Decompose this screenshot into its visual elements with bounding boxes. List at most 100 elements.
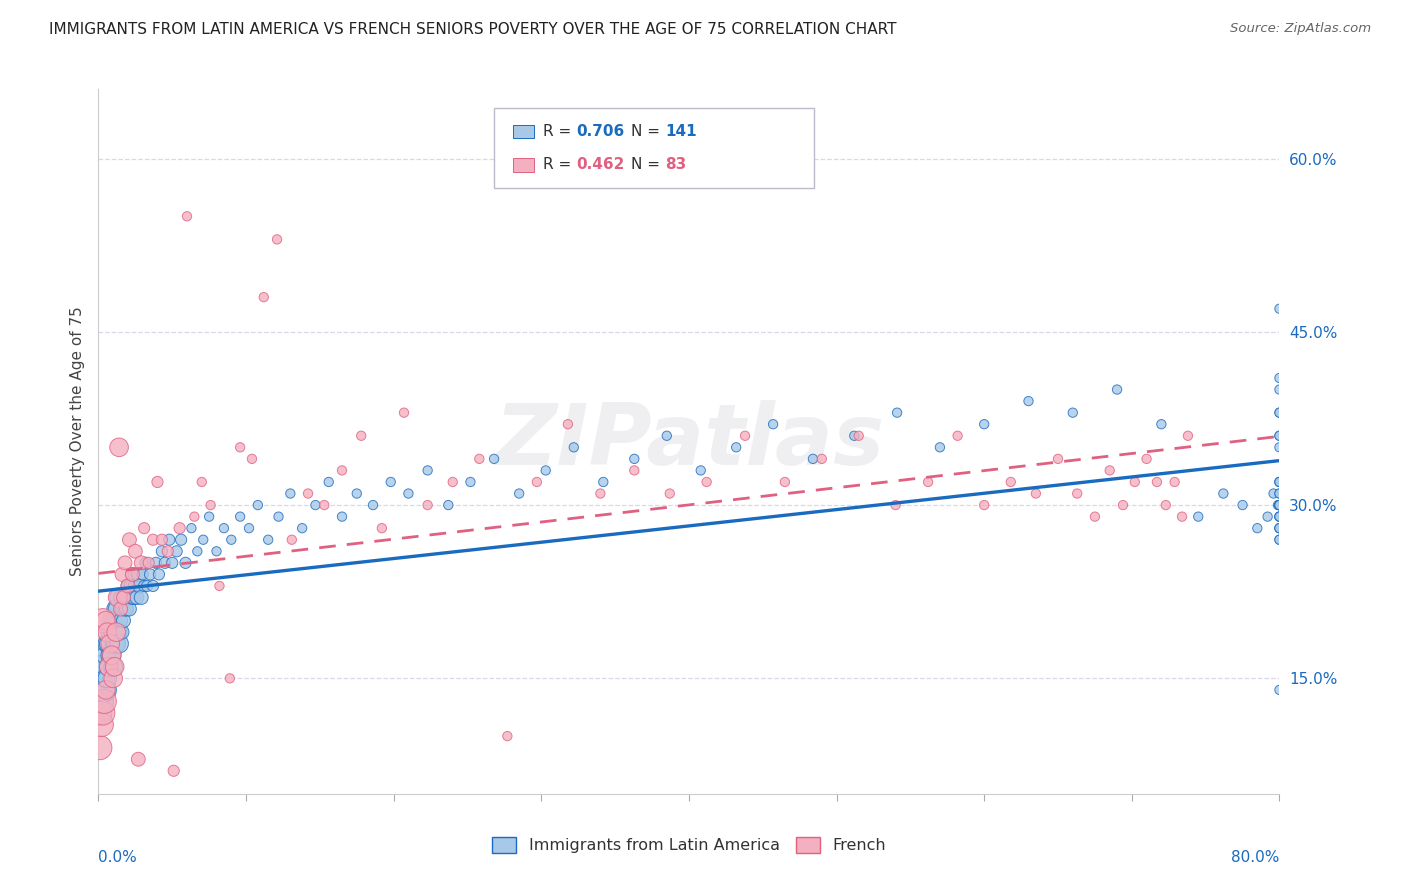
Point — [166, 544, 188, 558]
Point — [94, 671, 117, 685]
Legend: Immigrants from Latin America, French: Immigrants from Latin America, French — [485, 831, 893, 860]
Point — [142, 579, 165, 593]
Point — [1268, 301, 1291, 316]
Point — [1150, 417, 1173, 432]
Point — [1268, 498, 1291, 512]
Point — [848, 429, 870, 443]
Point — [253, 290, 276, 304]
Point — [229, 509, 252, 524]
Text: 83: 83 — [665, 157, 686, 172]
Point — [104, 660, 127, 674]
Point — [773, 475, 796, 489]
Point — [917, 475, 939, 489]
Text: N =: N = — [631, 124, 665, 139]
Point — [103, 660, 125, 674]
Point — [482, 451, 505, 466]
Point — [114, 591, 136, 605]
Text: IMMIGRANTS FROM LATIN AMERICA VS FRENCH SENIORS POVERTY OVER THE AGE OF 75 CORRE: IMMIGRANTS FROM LATIN AMERICA VS FRENCH … — [49, 22, 897, 37]
Point — [1232, 498, 1254, 512]
Point — [163, 764, 186, 778]
Point — [122, 591, 145, 605]
Point — [1268, 682, 1291, 697]
Point — [1154, 498, 1177, 512]
Point — [1268, 498, 1291, 512]
Point — [1018, 394, 1040, 409]
Point — [104, 614, 127, 628]
Point — [1268, 498, 1291, 512]
Point — [139, 567, 162, 582]
Point — [1112, 498, 1135, 512]
Point — [1268, 475, 1291, 489]
Point — [398, 486, 420, 500]
Text: 0.0%: 0.0% — [98, 850, 138, 865]
Point — [205, 544, 228, 558]
Point — [623, 463, 645, 477]
Point — [110, 614, 132, 628]
Point — [138, 556, 160, 570]
Point — [111, 567, 134, 582]
Point — [135, 556, 157, 570]
Point — [129, 556, 152, 570]
Point — [416, 498, 439, 512]
Point — [1257, 509, 1279, 524]
Point — [112, 614, 135, 628]
Point — [90, 694, 112, 708]
Point — [297, 486, 319, 500]
Point — [416, 463, 439, 477]
Point — [655, 429, 678, 443]
Text: 0.706: 0.706 — [576, 124, 624, 139]
Point — [128, 579, 150, 593]
Point — [125, 591, 148, 605]
Point — [534, 463, 557, 477]
Point — [94, 614, 117, 628]
Point — [142, 533, 165, 547]
Point — [97, 660, 120, 674]
Point — [257, 533, 280, 547]
Point — [100, 648, 122, 663]
Point — [371, 521, 394, 535]
Point — [97, 637, 120, 651]
Point — [198, 509, 221, 524]
Point — [100, 648, 122, 663]
Point — [132, 567, 155, 582]
Point — [103, 671, 125, 685]
Point — [212, 521, 235, 535]
Point — [103, 625, 125, 640]
Point — [246, 498, 269, 512]
Point — [1268, 509, 1291, 524]
Point — [1066, 486, 1088, 500]
Point — [589, 486, 612, 500]
Point — [1000, 475, 1022, 489]
Text: 141: 141 — [665, 124, 696, 139]
Point — [229, 440, 252, 454]
Point — [129, 591, 152, 605]
Point — [1268, 521, 1291, 535]
Point — [1263, 486, 1285, 500]
Point — [1268, 509, 1291, 524]
Text: R =: R = — [543, 157, 576, 172]
Point — [91, 614, 114, 628]
Point — [281, 533, 304, 547]
Point — [810, 451, 832, 466]
Point — [696, 475, 718, 489]
Point — [117, 591, 139, 605]
Point — [186, 544, 208, 558]
Point — [89, 706, 111, 720]
Point — [121, 567, 143, 582]
Point — [1268, 406, 1291, 420]
Point — [1187, 509, 1209, 524]
Point — [115, 602, 138, 616]
Point — [1268, 498, 1291, 512]
Point — [93, 694, 115, 708]
Point — [1268, 498, 1291, 512]
Point — [1268, 521, 1291, 535]
Point — [1062, 406, 1084, 420]
Point — [107, 591, 129, 605]
Point — [1177, 429, 1199, 443]
Point — [150, 544, 173, 558]
Point — [1171, 509, 1194, 524]
Point — [1246, 521, 1268, 535]
Point — [844, 429, 866, 443]
Point — [557, 417, 579, 432]
Point — [162, 556, 183, 570]
